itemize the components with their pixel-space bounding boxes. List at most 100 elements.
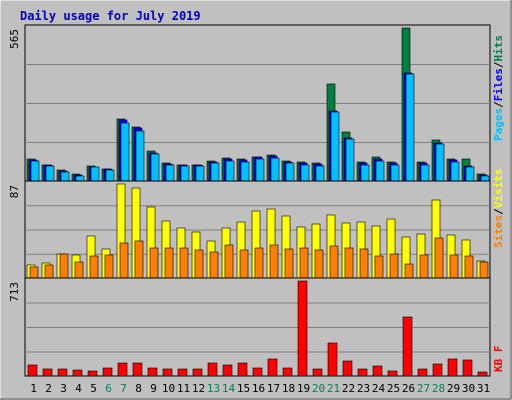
kbytes-bar [267, 358, 278, 377]
sites-bar [224, 244, 234, 279]
kbytes-bar [417, 368, 428, 377]
pages-bar [435, 143, 445, 182]
sites-bar [59, 253, 69, 279]
kbytes-bar [57, 368, 68, 377]
kbytes-bar [177, 368, 188, 377]
pages-bar [315, 165, 325, 182]
kbytes-bar [462, 359, 473, 377]
legend-pages: Pages [492, 108, 505, 141]
pages-bar [285, 162, 295, 182]
pages-bar [390, 164, 400, 182]
sites-bar [389, 253, 399, 279]
pages-bar [330, 111, 340, 182]
kbytes-bar [297, 280, 308, 377]
kbytes-bar [147, 367, 158, 377]
x-tick-label: 4 [75, 382, 82, 395]
kbytes-bar [222, 364, 233, 377]
pages-bar [210, 162, 220, 182]
pages-bar [135, 130, 145, 182]
legend-sites: Sites [492, 215, 505, 248]
pages-bar [360, 164, 370, 182]
kbytes-bar [162, 368, 173, 377]
kbytes-bar [207, 362, 218, 377]
kbytes-bar [117, 362, 128, 377]
pages-bar [255, 158, 265, 182]
x-tick-label: 5 [90, 382, 97, 395]
pages-bar [345, 138, 355, 182]
pages-bar [480, 175, 490, 182]
legend-sep: / [492, 208, 505, 215]
x-tick-label: 27 [417, 382, 430, 395]
kbytes-bar [132, 362, 143, 377]
sites-bar [419, 254, 429, 279]
panel-middle: 87 Sites/Visits [8, 169, 505, 279]
legend-sep2: / [492, 61, 505, 68]
kbytes-bar [357, 368, 368, 377]
sites-bar [164, 247, 174, 279]
x-tick-label: 28 [432, 382, 445, 395]
sites-bar [404, 263, 414, 279]
sites-bar [359, 248, 369, 279]
pages-bar [90, 166, 100, 182]
kbytes-bar [342, 360, 353, 377]
x-tick-label: 1 [30, 382, 37, 395]
sites-bar [254, 247, 264, 279]
y-max-label: 713 [8, 282, 21, 302]
pages-bar [105, 169, 115, 182]
x-tick-label: 12 [192, 382, 205, 395]
pages-bar [420, 164, 430, 182]
legend-files: Files [492, 68, 505, 101]
sites-bar [269, 244, 279, 279]
x-tick-label: 24 [372, 382, 386, 395]
x-tick-label: 18 [282, 382, 295, 395]
sites-bar [284, 248, 294, 279]
kbytes-bar [27, 364, 38, 377]
panel-top: 565 Pages/Files/Hits [8, 24, 505, 182]
legend: Pages/Files/Hits [492, 35, 505, 141]
kbytes-bar [372, 365, 383, 377]
pages-bar [60, 171, 70, 182]
chart-title: Daily usage for July 2019 [20, 9, 201, 23]
pages-bar [270, 157, 280, 182]
kbytes-bar [72, 369, 83, 377]
y-max-label: 565 [8, 29, 21, 49]
kbytes-bar [102, 367, 113, 377]
pages-bar [195, 165, 205, 182]
kbytes-bar [327, 342, 338, 377]
legend: Sites/Visits [492, 169, 505, 249]
sites-bar [239, 249, 249, 279]
sites-bar [344, 247, 354, 279]
x-tick-label: 26 [402, 382, 415, 395]
sites-bar [434, 237, 444, 279]
sites-bar [29, 266, 39, 279]
x-tick-label: 2 [45, 382, 52, 395]
y-max-label: 87 [8, 185, 21, 198]
kbytes-bar [87, 370, 98, 377]
sites-bar [44, 264, 54, 279]
sites-bar [134, 240, 144, 279]
kbytes-bar [387, 370, 398, 377]
x-tick-label: 14 [222, 382, 236, 395]
sites-bar [329, 245, 339, 279]
x-tick-label: 8 [135, 382, 142, 395]
sites-bar [464, 255, 474, 279]
kbytes-bar [282, 367, 293, 377]
legend-sep1: / [492, 101, 505, 108]
x-tick-label: 23 [357, 382, 370, 395]
kbytes-bar [237, 362, 248, 377]
pages-bar [165, 164, 175, 182]
kbytes-bar [252, 367, 263, 377]
pages-bar [45, 165, 55, 182]
pages-bar [300, 164, 310, 182]
kbytes-bar [402, 316, 413, 377]
pages-bar [180, 165, 190, 182]
kbytes-bar [477, 371, 488, 377]
x-tick-label: 16 [252, 382, 265, 395]
sites-bar [119, 242, 129, 279]
pages-bar [225, 160, 235, 182]
sites-bar [89, 255, 99, 279]
x-tick-label: 15 [237, 382, 250, 395]
kbytes-bar [192, 368, 203, 377]
